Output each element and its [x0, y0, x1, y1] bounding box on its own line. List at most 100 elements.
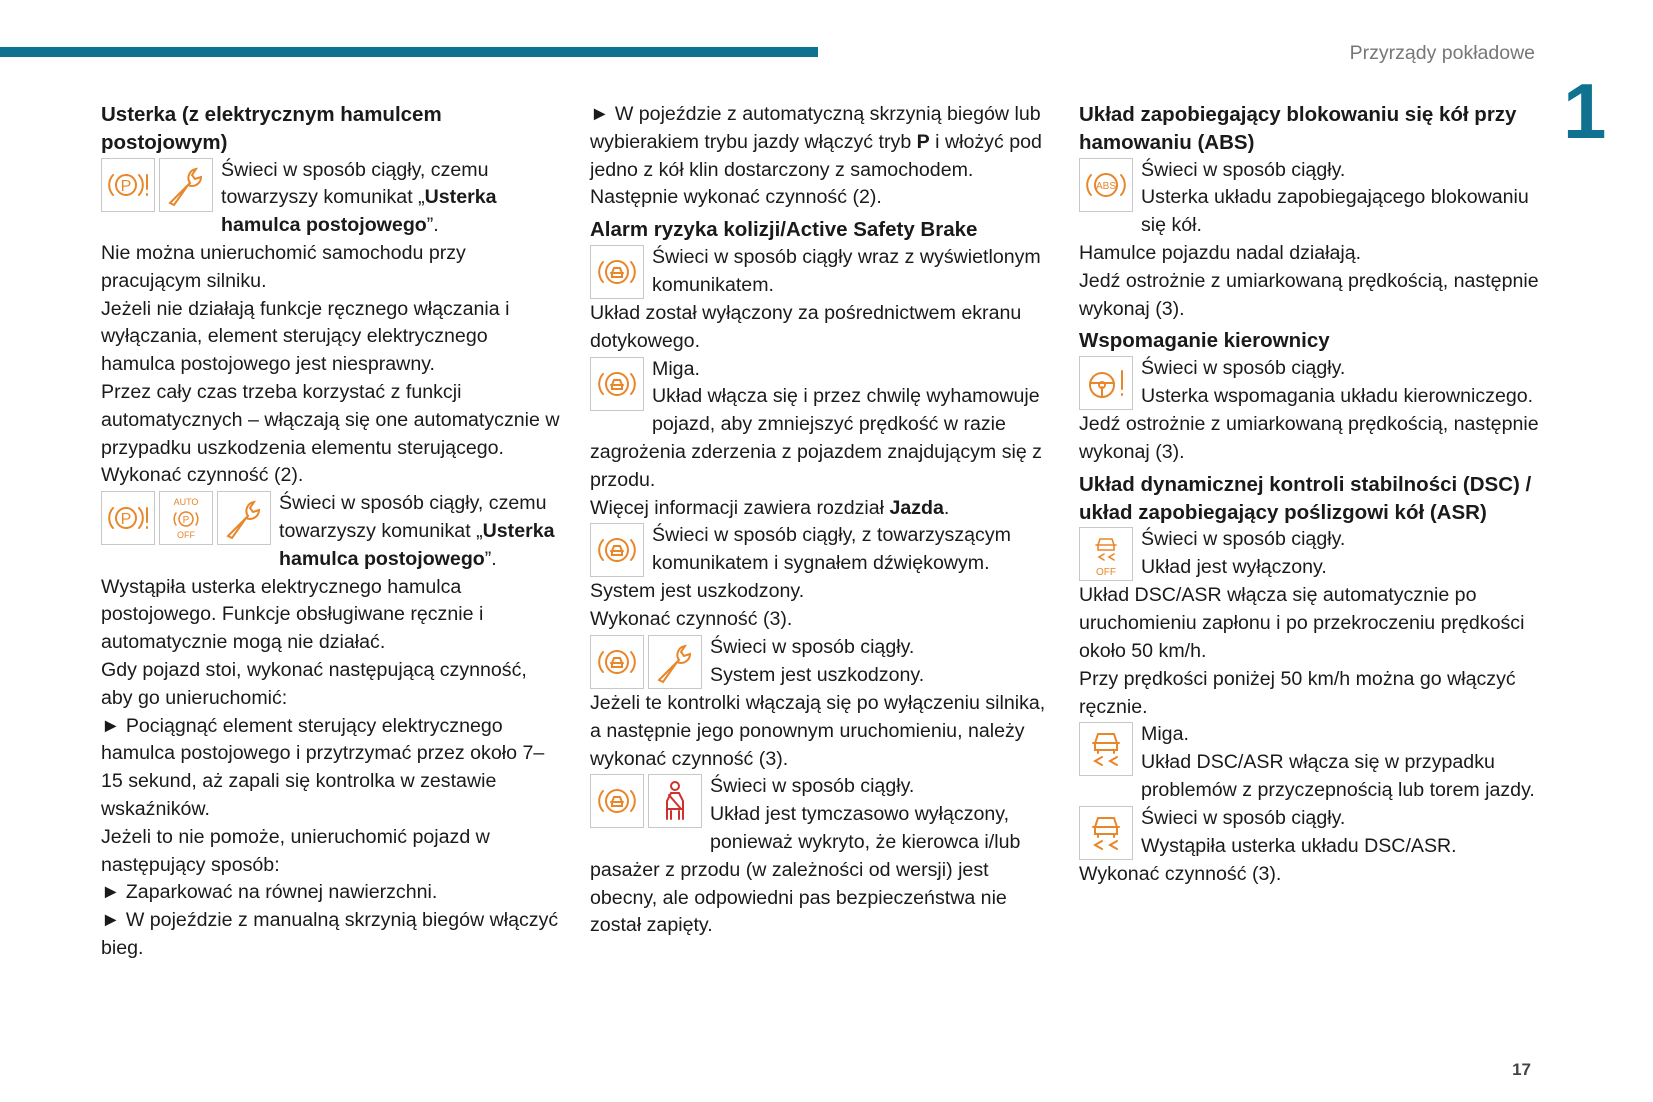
collision-alert-icon	[590, 244, 644, 299]
text-run: Alarm ryzyka kolizji/Active Safety Brake	[590, 218, 978, 242]
paragraph: Więcej informacji zawiera rozdział Jazda…	[590, 495, 1052, 523]
paragraph: Jedź ostrożnie z umiarkowaną prędkością,…	[1079, 268, 1545, 324]
svg-text:OFF: OFF	[177, 530, 195, 540]
paragraph: Wystąpiła usterka elektrycznego hamulca …	[101, 574, 563, 657]
paragraph: Hamulce pojazdu nadal działają.	[1079, 240, 1545, 268]
indicator-icons	[590, 774, 702, 829]
text-run: System jest uszkodzony.	[590, 580, 805, 603]
text-run: Układ DSC/ASR włącza się w przypadku pro…	[1141, 751, 1535, 801]
text-run: ► W pojeździe z automatyczną skrzynią bi…	[590, 103, 1041, 153]
paragraph: Jedź ostrożnie z umiarkowaną prędkością,…	[1079, 411, 1545, 467]
indicator-icons	[590, 356, 644, 412]
text-run: .	[943, 496, 950, 519]
text-run: Wystąpiła usterka układu DSC/ASR.	[1141, 834, 1457, 857]
bold-text: Usterka hamulca postojowego	[279, 519, 555, 570]
paragraph: ► W pojeździe z automatyczną skrzynią bi…	[590, 101, 1052, 184]
collision-alert-icon	[590, 634, 644, 689]
section-heading: Układ zapobiegający blokowaniu się kół p…	[1079, 101, 1545, 157]
indicator-icons: ABS	[1079, 157, 1133, 213]
indicator-entry: Świeci w sposób ciągły. System jest uszko…	[590, 634, 1052, 690]
section-heading: Usterka (z elektrycznym hamulcem postojo…	[101, 101, 563, 157]
svg-text:ABS: ABS	[1096, 181, 1116, 192]
text-run: Świeci w sposób ciągły, czemu towarzyszy…	[221, 158, 489, 209]
indicator-icons: P	[101, 157, 213, 213]
section-heading: Układ dynamicznej kontroli stabilności (…	[1079, 471, 1545, 527]
text-run: Hamulce pojazdu nadal działają.	[1079, 241, 1362, 264]
paragraph: Wykonać czynność (3).	[1079, 861, 1545, 889]
indicator-icons	[590, 634, 702, 690]
paragraph: Przy prędkości poniżej 50 km/h można go …	[1079, 666, 1545, 722]
paragraph: Gdy pojazd stoi, wykonać następującą czy…	[101, 657, 563, 713]
indicator-entry: P AUTO P OFF Świeci w sposób ciągły, czemu t…	[101, 490, 563, 573]
dsc-icon	[1079, 722, 1133, 777]
paragraph: Jeżeli te kontrolki włączają się po wyłą…	[590, 690, 1052, 773]
text-run: Miga.	[1141, 723, 1189, 746]
column-2: ► W pojeździe z automatyczną skrzynią bi…	[590, 101, 1052, 940]
paragraph: System jest uszkodzony.	[590, 578, 1052, 606]
text-run: Jedź ostrożnie z umiarkowaną prędkością,…	[1079, 269, 1539, 320]
text-run: Wykonać czynność (3).	[590, 608, 793, 631]
section-heading: Alarm ryzyka kolizji/Active Safety Brake	[590, 216, 1052, 244]
text-run: Jedź ostrożnie z umiarkowaną prędkością,…	[1079, 413, 1539, 463]
text-run: Układ został wyłączony za pośrednictwem …	[590, 301, 1022, 352]
collision-alert-icon	[590, 774, 644, 829]
text-run: Jeżeli nie działają funkcje ręcznego włą…	[101, 297, 510, 376]
collision-alert-icon	[590, 356, 644, 411]
text-run: Nie można unieruchomić samochodu przy pr…	[101, 241, 466, 292]
text-run: ► Pociągnąć element sterujący elektryczn…	[101, 714, 545, 820]
svg-text:OFF: OFF	[1096, 567, 1116, 578]
svg-text:P: P	[121, 511, 132, 528]
text-run: Wystąpiła usterka elektrycznego hamulca …	[101, 575, 484, 654]
seatbelt-icon	[648, 774, 702, 829]
text-run: Następnie wykonać czynność (2).	[590, 186, 882, 209]
text-run: Więcej informacji zawiera rozdział	[590, 496, 890, 519]
paragraph: ► W pojeździe z manualną skrzynią biegów…	[101, 907, 563, 963]
paragraph: Jeżeli nie działają funkcje ręcznego włą…	[101, 296, 563, 379]
text-run: Układ dynamicznej kontroli stabilności (…	[1079, 472, 1532, 524]
column-3: Układ zapobiegający blokowaniu się kół p…	[1079, 101, 1545, 889]
indicator-icons	[1079, 356, 1133, 411]
text-run: Układ włącza się i przez chwilę wyhamowu…	[590, 385, 1042, 491]
text-run: Świeci w sposób ciągły.	[710, 635, 915, 658]
text-run: Przy prędkości poniżej 50 km/h można go …	[1079, 667, 1516, 718]
indicator-entry: Miga. Układ włącza się i przez chwilę wyh…	[590, 356, 1052, 495]
indicator-entry: ABS Świeci w sposób ciągły. Usterka układu…	[1079, 157, 1545, 240]
indicator-entry: P Świeci w sposób ciągły, czemu towarzysz…	[101, 157, 563, 240]
paragraph: Przez cały czas trzeba korzystać z funkc…	[101, 379, 563, 462]
text-run: Świeci w sposób ciągły, czemu towarzyszy…	[279, 492, 547, 542]
paragraph: ► Zaparkować na równej nawierzchni.	[101, 879, 563, 907]
text-run: Świeci w sposób ciągły wraz z wyświetlon…	[652, 245, 1041, 296]
indicator-entry: Świeci w sposób ciągły. Usterka wspomagan…	[1079, 355, 1545, 411]
text-run: System jest uszkodzony.	[710, 663, 925, 686]
svg-text:P: P	[183, 515, 190, 526]
paragraph: Wykonać czynność (3).	[590, 606, 1052, 634]
indicator-icons: P AUTO P OFF	[101, 491, 271, 546]
text-run: Wykonać czynność (2).	[101, 464, 304, 487]
accent-bar	[0, 47, 818, 57]
section-heading: Wspomaganie kierownicy	[1079, 327, 1545, 355]
paragraph: ► Pociągnąć element sterujący elektryczn…	[101, 713, 563, 824]
indicator-icons	[590, 523, 644, 578]
bold-text: Jazda	[889, 496, 944, 519]
abs-icon: ABS	[1079, 157, 1133, 212]
parking-brake-warning-icon: P	[101, 491, 155, 546]
text-run: Miga.	[652, 357, 700, 380]
dsc-off-icon: OFF	[1079, 527, 1133, 582]
paragraph: Nie można unieruchomić samochodu przy pr…	[101, 240, 563, 296]
wrench-icon	[217, 491, 271, 546]
svg-text:P: P	[121, 178, 132, 195]
text-run: ► Zaparkować na równej nawierzchni.	[101, 881, 438, 904]
bold-text: P	[916, 130, 930, 153]
text-run: Świeci w sposób ciągły.	[710, 775, 915, 798]
page-number: 17	[1512, 1060, 1531, 1079]
text-run: Gdy pojazd stoi, wykonać następującą czy…	[101, 658, 527, 709]
text-run: Świeci w sposób ciągły, z towarzyszącym …	[652, 524, 1011, 575]
indicator-entry: Świeci w sposób ciągły, z towarzyszącym …	[590, 522, 1052, 578]
text-run: ”.	[426, 214, 439, 237]
text-run: Świeci w sposób ciągły.	[1141, 806, 1346, 829]
indicator-entry: Świeci w sposób ciągły wraz z wyświetlon…	[590, 244, 1052, 300]
text-run: Usterka układu zapobiegającego blokowani…	[1141, 186, 1529, 237]
wrench-icon	[159, 157, 213, 212]
text-run: Układ DSC/ASR włącza się automatycznie p…	[1079, 584, 1525, 662]
paragraph: Wykonać czynność (2).	[101, 462, 563, 490]
